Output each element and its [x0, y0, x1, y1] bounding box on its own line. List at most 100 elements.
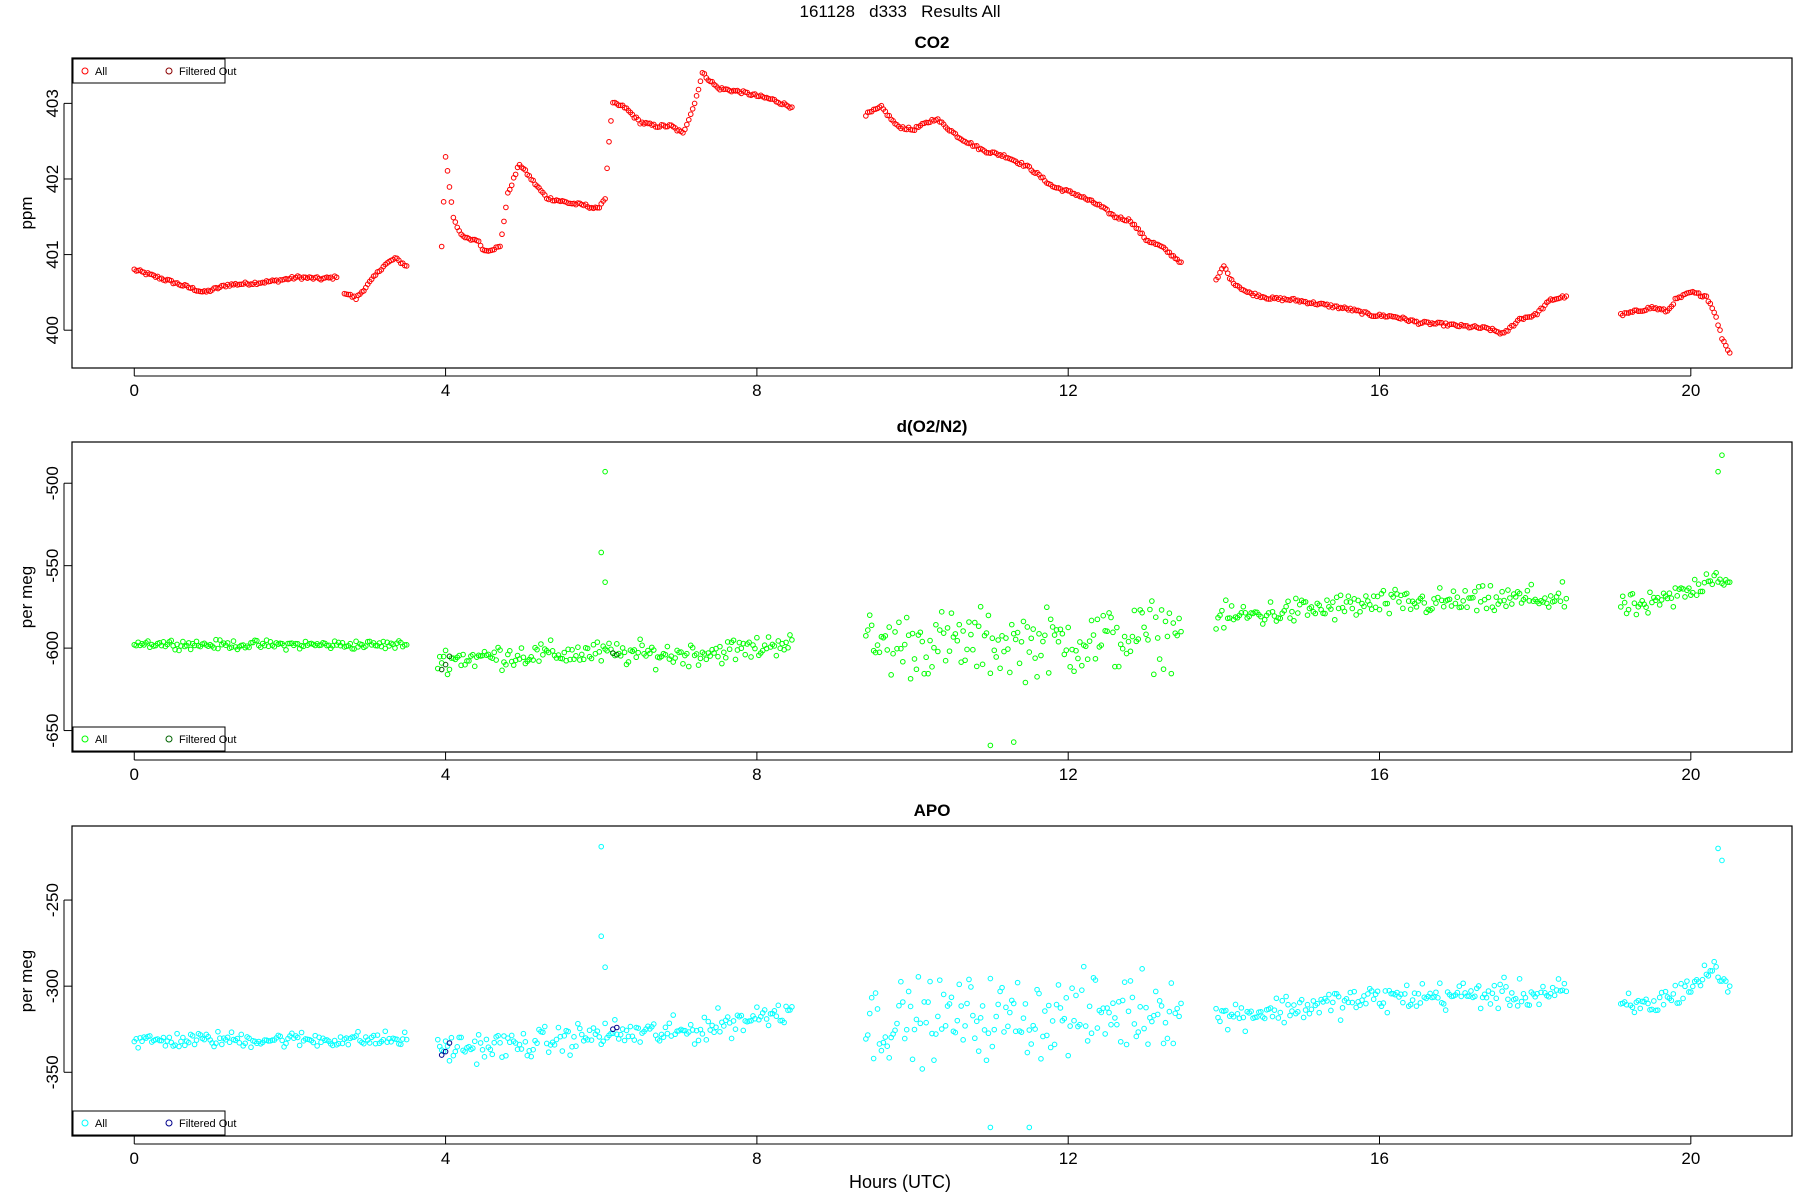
- data-point: [228, 644, 235, 651]
- data-point: [1166, 610, 1173, 617]
- data-point: [1407, 606, 1414, 613]
- data-point: [617, 1031, 624, 1038]
- data-point: [1042, 1008, 1048, 1014]
- data-point: [549, 197, 556, 204]
- x-axis-label: Hours (UTC): [849, 1172, 951, 1192]
- data-point: [1631, 307, 1638, 314]
- data-point: [1298, 996, 1305, 1003]
- data-point: [1351, 988, 1358, 995]
- legend: All Filtered Out: [72, 726, 236, 752]
- data-point: [1053, 1001, 1060, 1008]
- data-point: [1656, 602, 1663, 608]
- data-point: [886, 624, 892, 630]
- data-point: [1236, 1015, 1243, 1022]
- data-point: [1069, 985, 1075, 992]
- data-point: [985, 1030, 992, 1037]
- y-tick-label: -250: [43, 883, 62, 917]
- data-point: [1384, 600, 1391, 607]
- data-point: [567, 1052, 573, 1058]
- data-point: [454, 1044, 461, 1050]
- data-point: [578, 651, 585, 658]
- data-point: [956, 621, 963, 628]
- data-point: [1516, 976, 1523, 982]
- data-point: [1059, 630, 1066, 637]
- data-point: [707, 653, 713, 659]
- data-point: [1242, 1028, 1249, 1035]
- data-point: [1563, 988, 1570, 995]
- data-point: [277, 277, 283, 283]
- data-point: [1507, 1002, 1513, 1009]
- data-point: [1291, 1002, 1297, 1008]
- data-point: [1724, 579, 1731, 585]
- data-point: [693, 93, 700, 99]
- data-point: [1448, 321, 1455, 328]
- data-point: [1509, 322, 1515, 329]
- data-point: [440, 653, 447, 660]
- data-point: [989, 635, 996, 642]
- x-tick-label: 4: [441, 381, 450, 400]
- data-points: [131, 843, 1733, 1131]
- data-point: [458, 662, 464, 669]
- data-point: [452, 219, 459, 225]
- data-point: [588, 655, 595, 662]
- data-point: [1479, 583, 1486, 589]
- data-point: [1563, 293, 1570, 299]
- data-point: [1345, 999, 1352, 1006]
- data-point: [174, 1030, 180, 1037]
- data-point: [1468, 988, 1474, 994]
- data-point: [1621, 310, 1628, 316]
- data-point: [1285, 598, 1291, 605]
- data-point: [1328, 606, 1334, 612]
- data-point: [1129, 633, 1136, 640]
- data-point: [1055, 982, 1062, 988]
- data-point: [224, 640, 231, 646]
- data-point: [1719, 857, 1725, 864]
- data-point: [1382, 313, 1389, 320]
- filtered-point: [438, 666, 445, 673]
- data-point: [1483, 605, 1490, 612]
- data-point: [193, 1037, 200, 1043]
- data-point: [761, 94, 768, 101]
- data-point: [942, 657, 949, 664]
- data-point: [1452, 600, 1459, 607]
- data-point: [1697, 588, 1704, 595]
- data-point: [954, 1017, 961, 1024]
- data-point: [160, 639, 167, 645]
- data-point: [1135, 1029, 1142, 1035]
- data-point: [625, 659, 632, 665]
- data-point: [1283, 993, 1289, 1000]
- data-point: [1213, 626, 1219, 632]
- data-point: [567, 656, 573, 663]
- data-point: [740, 1027, 747, 1034]
- data-point: [721, 1023, 727, 1029]
- data-point: [1656, 994, 1663, 1001]
- data-point: [347, 640, 354, 647]
- data-point: [1380, 587, 1387, 594]
- data-point: [1094, 1025, 1101, 1031]
- data-point: [1374, 988, 1381, 995]
- data-point: [475, 238, 482, 244]
- data-point: [1682, 594, 1688, 600]
- data-point: [1003, 1004, 1009, 1011]
- data-point: [606, 138, 612, 145]
- data-point: [512, 171, 519, 178]
- x-tick-label: 16: [1370, 381, 1389, 400]
- data-point: [1686, 989, 1692, 995]
- data-point: [1145, 1041, 1151, 1047]
- data-point: [1071, 1017, 1077, 1024]
- data-point: [1458, 993, 1465, 1000]
- x-tick-label: 8: [752, 1149, 761, 1168]
- data-point: [1238, 1005, 1245, 1011]
- data-point: [1283, 603, 1289, 610]
- filtered-point: [442, 1048, 449, 1055]
- data-point: [1499, 988, 1505, 995]
- data-point: [219, 282, 225, 289]
- data-point: [193, 638, 200, 645]
- data-point: [289, 1030, 295, 1037]
- data-point: [1055, 638, 1062, 645]
- data-point: [324, 642, 330, 649]
- data-point: [1261, 1015, 1268, 1022]
- data-point: [343, 1035, 350, 1041]
- data-point: [446, 184, 453, 190]
- data-point: [180, 638, 186, 645]
